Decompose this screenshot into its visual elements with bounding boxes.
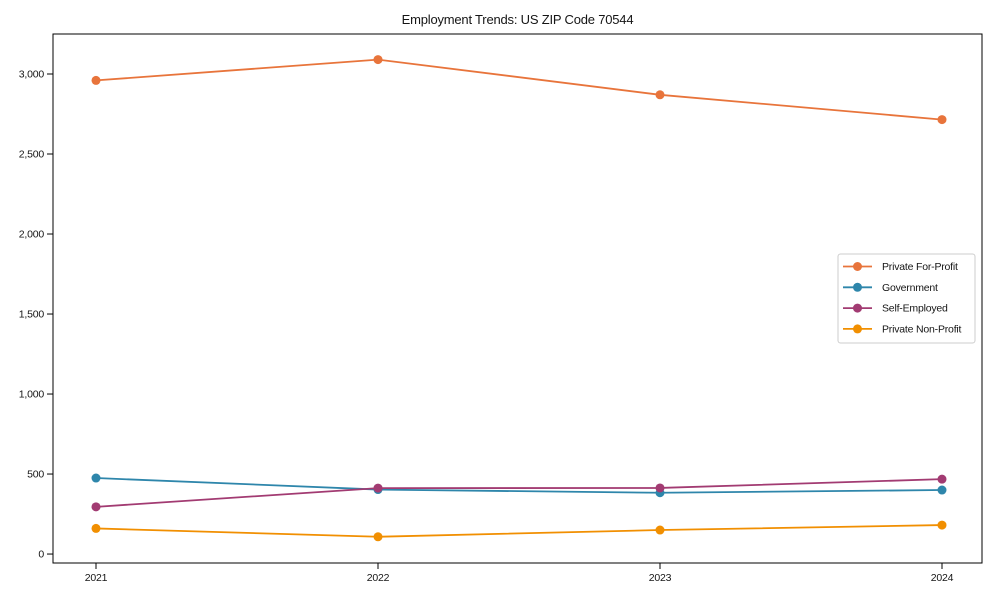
series-marker-private-non-profit xyxy=(655,525,665,535)
series-line-self-employed xyxy=(95,478,943,508)
series-marker-private-for-profit xyxy=(373,55,383,65)
y-axis-tick-label: 2,000 xyxy=(19,229,45,241)
y-axis-tick-label: 3,000 xyxy=(19,69,45,81)
series-marker-self-employed xyxy=(373,483,383,493)
series-marker-private-non-profit xyxy=(937,520,947,530)
x-axis-tick-label: 2023 xyxy=(649,572,672,584)
series-marker-private-non-profit xyxy=(373,532,383,542)
legend: Private For-Profit Government Self-Employe… xyxy=(837,253,976,344)
plot-border xyxy=(52,33,983,564)
legend-box xyxy=(837,253,976,344)
series-marker-self-employed xyxy=(937,474,947,484)
series-marker-government xyxy=(937,485,947,495)
legend-marker-self-employed xyxy=(853,303,862,313)
y-axis-tick-label: 500 xyxy=(27,469,44,481)
legend-marker-private-for-profit xyxy=(853,262,862,271)
y-axis-tick-label: 1,500 xyxy=(19,309,45,321)
legend-label-government: Government xyxy=(882,282,938,294)
series-marker-government xyxy=(91,473,101,483)
series-layer xyxy=(91,55,947,542)
plot-area: 0 500 1,000 1,500 2,000 2,500 3,000 2021 2022 202… xyxy=(19,33,983,584)
series-marker-self-employed xyxy=(655,483,665,493)
legend-label-private-non-profit: Private Non-Profit xyxy=(882,323,962,335)
legend-marker-government xyxy=(853,282,862,292)
series-line-private-non-profit xyxy=(95,524,943,538)
chart-title: Employment Trends: US ZIP Code 70544 xyxy=(402,12,634,27)
series-marker-private-for-profit xyxy=(937,115,947,125)
legend-label-private-for-profit: Private For-Profit xyxy=(882,261,958,273)
series-marker-private-non-profit xyxy=(91,523,101,533)
legend-marker-private-non-profit xyxy=(853,324,862,334)
x-axis-tick-label: 2022 xyxy=(367,572,390,584)
legend-label-self-employed: Self-Employed xyxy=(882,303,948,315)
series-line-government xyxy=(95,477,943,494)
x-axis-tick-label: 2021 xyxy=(85,572,108,584)
series-marker-self-employed xyxy=(91,502,101,512)
x-axis-tick-label: 2024 xyxy=(931,572,954,584)
series-marker-private-for-profit xyxy=(655,90,665,100)
series-marker-private-for-profit xyxy=(91,75,101,85)
y-axis-tick-label: 0 xyxy=(38,549,44,561)
y-axis-tick-label: 1,000 xyxy=(19,389,45,401)
y-axis-tick-label: 2,500 xyxy=(19,149,45,161)
series-line-private-for-profit xyxy=(95,58,943,121)
